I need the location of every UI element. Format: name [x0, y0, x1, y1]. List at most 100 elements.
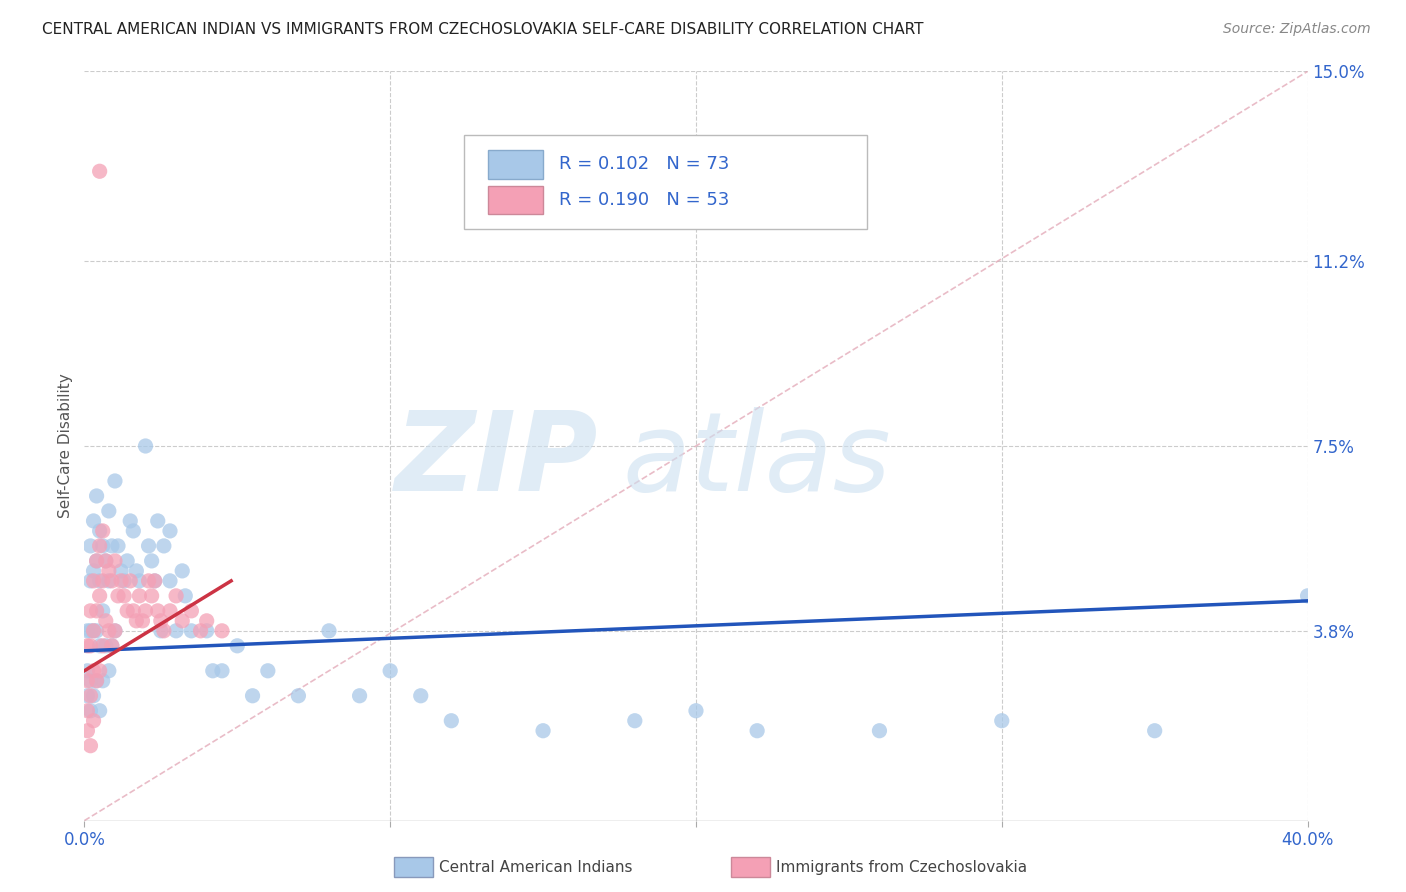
- Point: [76, 639, 98, 653]
- Point: [190, 624, 212, 638]
- Point: [1143, 723, 1166, 738]
- Point: [89, 589, 111, 603]
- Point: [97, 624, 120, 638]
- Point: [91, 574, 114, 588]
- Y-axis label: Self-Care Disability: Self-Care Disability: [58, 374, 73, 518]
- Point: [211, 624, 233, 638]
- Text: ZIP: ZIP: [395, 408, 598, 515]
- Point: [79, 639, 101, 653]
- Point: [122, 524, 145, 538]
- Point: [257, 664, 280, 678]
- Point: [138, 539, 160, 553]
- Point: [172, 614, 194, 628]
- Point: [120, 514, 142, 528]
- Point: [143, 574, 166, 588]
- Point: [128, 589, 150, 603]
- Point: [91, 539, 114, 553]
- Point: [86, 554, 108, 568]
- Point: [115, 604, 138, 618]
- Point: [747, 723, 769, 738]
- Point: [83, 624, 105, 638]
- Text: Source: ZipAtlas.com: Source: ZipAtlas.com: [1223, 22, 1371, 37]
- Point: [242, 689, 264, 703]
- Point: [104, 624, 127, 638]
- Point: [201, 664, 224, 678]
- Point: [76, 664, 98, 678]
- Point: [226, 639, 249, 653]
- Point: [94, 554, 117, 568]
- Point: [76, 673, 98, 688]
- Point: [97, 564, 120, 578]
- Point: [83, 714, 105, 728]
- Point: [79, 574, 101, 588]
- Point: [110, 564, 132, 578]
- Point: [83, 514, 105, 528]
- Point: [153, 624, 176, 638]
- Point: [159, 604, 181, 618]
- Point: [89, 164, 111, 178]
- Point: [135, 604, 157, 618]
- Point: [91, 639, 114, 653]
- Point: [104, 554, 127, 568]
- Point: [94, 554, 117, 568]
- Point: [86, 673, 108, 688]
- Point: [79, 689, 101, 703]
- Point: [76, 704, 98, 718]
- Point: [125, 614, 148, 628]
- Point: [131, 614, 153, 628]
- Point: [79, 739, 101, 753]
- Point: [107, 539, 129, 553]
- Point: [101, 574, 124, 588]
- Point: [76, 689, 98, 703]
- Point: [180, 604, 202, 618]
- Point: [135, 439, 157, 453]
- Point: [287, 689, 309, 703]
- Point: [83, 664, 105, 678]
- Point: [101, 639, 124, 653]
- Point: [349, 689, 371, 703]
- Point: [211, 664, 233, 678]
- Point: [104, 474, 127, 488]
- Point: [86, 624, 108, 638]
- Point: [83, 574, 105, 588]
- FancyBboxPatch shape: [488, 186, 543, 214]
- Point: [165, 624, 187, 638]
- Point: [112, 574, 135, 588]
- Point: [624, 714, 647, 728]
- Point: [125, 564, 148, 578]
- Point: [685, 704, 707, 718]
- Point: [318, 624, 340, 638]
- Point: [149, 614, 172, 628]
- Point: [79, 604, 101, 618]
- Point: [531, 723, 554, 738]
- Text: Immigrants from Czechoslovakia: Immigrants from Czechoslovakia: [776, 860, 1028, 874]
- Point: [409, 689, 432, 703]
- Point: [79, 673, 101, 688]
- Point: [89, 639, 111, 653]
- Point: [107, 589, 129, 603]
- Point: [146, 604, 169, 618]
- Point: [89, 704, 111, 718]
- Point: [89, 524, 111, 538]
- Point: [159, 574, 181, 588]
- Point: [440, 714, 463, 728]
- Point: [146, 514, 169, 528]
- Point: [97, 574, 120, 588]
- Point: [91, 524, 114, 538]
- Point: [94, 639, 117, 653]
- Point: [86, 673, 108, 688]
- Text: R = 0.190   N = 53: R = 0.190 N = 53: [560, 191, 730, 210]
- Point: [128, 574, 150, 588]
- FancyBboxPatch shape: [464, 135, 868, 228]
- Point: [101, 639, 124, 653]
- Text: Central American Indians: Central American Indians: [439, 860, 633, 874]
- Point: [86, 604, 108, 618]
- Point: [991, 714, 1014, 728]
- Point: [91, 673, 114, 688]
- Point: [110, 574, 132, 588]
- Point: [869, 723, 891, 738]
- Point: [195, 614, 218, 628]
- Point: [76, 723, 98, 738]
- Point: [89, 574, 111, 588]
- Point: [97, 504, 120, 518]
